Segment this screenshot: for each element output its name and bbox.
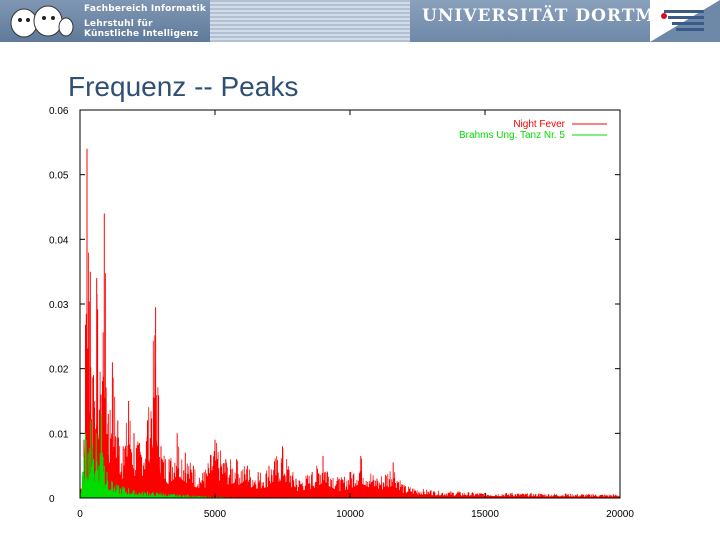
x-tick-label: 15000 [471, 509, 499, 520]
institute-line-3: Künstliche Intelligenz [84, 29, 199, 39]
header-banner: Fachbereich Informatik Lehrstuhl für Kün… [0, 0, 720, 42]
university-logo-icon [650, 0, 720, 42]
institute-line-1: Fachbereich Informatik [84, 4, 207, 14]
mascot-logo-icon [10, 5, 74, 38]
x-tick-label: 5000 [204, 509, 227, 520]
y-tick-label: 0.03 [49, 300, 69, 311]
institute-line-2: Lehrstuhl für [84, 19, 153, 29]
university-name: UNIVERSITÄT DORTMUND [422, 6, 704, 26]
x-tick-label: 0 [77, 509, 83, 520]
series-layer [79, 148, 621, 498]
y-tick-label: 0.04 [49, 235, 69, 246]
institute-panel: Fachbereich Informatik Lehrstuhl für Kün… [0, 0, 210, 42]
y-tick-label: 0.02 [49, 365, 69, 376]
y-tick-label: 0.01 [49, 429, 69, 440]
series-night-fever [79, 148, 621, 498]
y-tick-label: 0.05 [49, 171, 69, 182]
y-tick-label: 0.06 [49, 106, 69, 117]
legend-label: Night Fever [513, 119, 565, 130]
y-tick-label: 0 [49, 494, 55, 505]
header-stripe-pattern [210, 0, 410, 42]
page-title: Frequenz -- Peaks [68, 71, 299, 102]
university-logo [650, 0, 720, 42]
ticks-layer: 0 5000 10000 15000 20000 0 0.01 0.02 0.03 0.04 0.0… [49, 106, 634, 520]
legend-label: Brahms Ung. Tanz Nr. 5 [459, 130, 565, 141]
x-tick-label: 10000 [336, 509, 364, 520]
plot-frame [79, 109, 621, 499]
x-tick-label: 20000 [606, 509, 634, 520]
university-panel [410, 0, 650, 42]
